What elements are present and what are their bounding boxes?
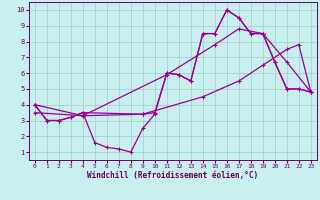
X-axis label: Windchill (Refroidissement éolien,°C): Windchill (Refroidissement éolien,°C)	[87, 171, 258, 180]
